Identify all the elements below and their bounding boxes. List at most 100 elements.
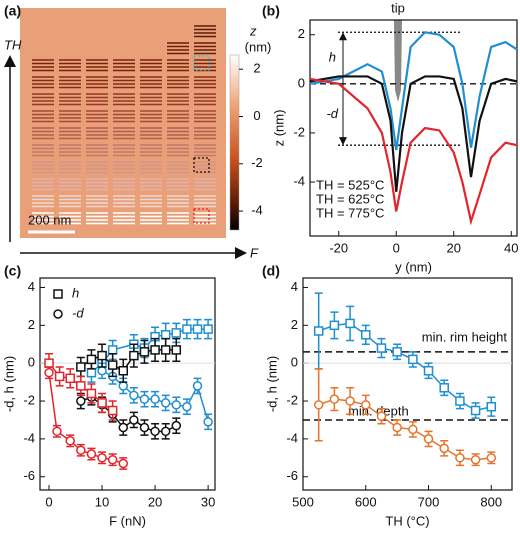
- marker-circle: [160, 398, 171, 408]
- y-arrow-label: TH: [4, 37, 22, 52]
- marker-circle: [408, 424, 418, 435]
- marker-square: [160, 345, 171, 355]
- legend-entry: TH = 775°C: [316, 205, 384, 220]
- marker-circle: [52, 426, 62, 437]
- marker-circle: [182, 401, 192, 412]
- marker-square: [139, 347, 150, 357]
- highlight-box: [193, 208, 210, 224]
- x-tick-label: 20: [447, 240, 461, 255]
- marker-square: [76, 362, 86, 372]
- legend-entry: TH = 525°C: [316, 177, 384, 192]
- plot-frame: [309, 19, 518, 237]
- marker-square: [203, 324, 213, 334]
- plot-frame: [39, 277, 216, 491]
- marker-square: [486, 401, 497, 412]
- marker-circle: [455, 453, 465, 463]
- marker-square: [182, 324, 192, 334]
- colorbar-tick-label: -2: [251, 155, 263, 170]
- y-tick-label: 0: [298, 75, 305, 90]
- y-tick-label: 4: [28, 279, 35, 294]
- x-tick-label: 0: [45, 494, 52, 509]
- marker-circle: [439, 443, 449, 454]
- marker-square: [54, 371, 65, 382]
- x-tick-label: 30: [201, 494, 215, 509]
- y-tick-label: -2: [23, 392, 35, 407]
- y-tick-label: 2: [291, 317, 298, 332]
- marker-square: [408, 354, 418, 365]
- y-tick-label: 2: [28, 317, 35, 332]
- marker-circle: [65, 436, 75, 446]
- colorbar-unit: (nm): [245, 39, 272, 54]
- marker-square: [313, 326, 324, 336]
- legend-entry: TH = 625°C: [316, 191, 384, 206]
- marker-square: [44, 358, 54, 368]
- marker-circle: [76, 445, 86, 455]
- x-tick-label: 500: [292, 494, 314, 509]
- marker-square: [171, 328, 182, 338]
- marker-circle: [129, 415, 139, 425]
- marker-square: [97, 398, 107, 408]
- y-tick-label: -2: [293, 124, 305, 139]
- marker-square: [129, 350, 139, 361]
- marker-circle: [107, 454, 118, 465]
- marker-square: [392, 347, 402, 357]
- marker-square: [107, 405, 118, 416]
- colorbar-tick-label: -4: [251, 203, 263, 218]
- marker-square: [53, 289, 63, 299]
- marker-circle: [313, 400, 324, 410]
- marker-circle: [129, 390, 139, 401]
- x-tick-label: -20: [329, 240, 348, 255]
- scale-bar-label: 200 nm: [28, 212, 71, 227]
- y-tick-label: -4: [286, 430, 298, 445]
- series-line: [80, 396, 177, 433]
- marker-square: [86, 388, 97, 399]
- marker-circle: [97, 366, 107, 376]
- marker-circle: [118, 381, 129, 391]
- marker-square: [329, 320, 340, 331]
- panel-label: (c): [4, 263, 21, 279]
- marker-square: [439, 383, 449, 393]
- marker-square: [455, 396, 465, 406]
- annotation: h: [329, 49, 336, 64]
- colorbar-tick-label: 0: [253, 108, 260, 123]
- marker-circle: [44, 367, 54, 378]
- marker-circle: [423, 434, 434, 444]
- marker-square: [65, 373, 75, 384]
- marker-square: [361, 330, 371, 340]
- marker-square: [470, 405, 481, 416]
- series-line: [80, 349, 177, 372]
- marker-square: [376, 343, 387, 353]
- colorbar-tick-label: 2: [253, 61, 260, 76]
- tip-shape: [394, 20, 402, 102]
- marker-square: [86, 354, 97, 365]
- y-axis-label: -d, h (nm): [264, 356, 279, 412]
- series-line: [309, 77, 518, 226]
- marker-circle: [345, 396, 355, 406]
- marker-circle: [470, 454, 481, 465]
- marker-square: [107, 360, 118, 370]
- marker-square: [192, 324, 203, 334]
- series-line: [309, 31, 518, 151]
- marker-square: [423, 366, 434, 376]
- marker-circle: [392, 422, 402, 433]
- marker-square: [345, 318, 355, 329]
- panel-label: (d): [262, 263, 280, 279]
- marker-circle: [118, 422, 129, 433]
- y-axis-label: -d, h (nm): [1, 356, 16, 412]
- marker-circle: [329, 394, 340, 404]
- colorbar: [229, 54, 240, 231]
- legend-label: -d: [72, 305, 84, 320]
- series-line: [309, 75, 518, 192]
- marker-circle: [97, 453, 107, 463]
- marker-circle: [203, 417, 213, 427]
- y-tick-label: 4: [291, 279, 298, 294]
- x-tick-label: 10: [95, 494, 109, 509]
- marker-square: [76, 381, 86, 391]
- highlight-box: [193, 55, 210, 71]
- y-tick-label: -6: [23, 468, 35, 483]
- y-tick-label: 0: [28, 355, 35, 370]
- x-tick-label: 0: [393, 240, 400, 255]
- x-axis-label: TH (°C): [385, 513, 429, 528]
- legend-label: h: [72, 285, 79, 300]
